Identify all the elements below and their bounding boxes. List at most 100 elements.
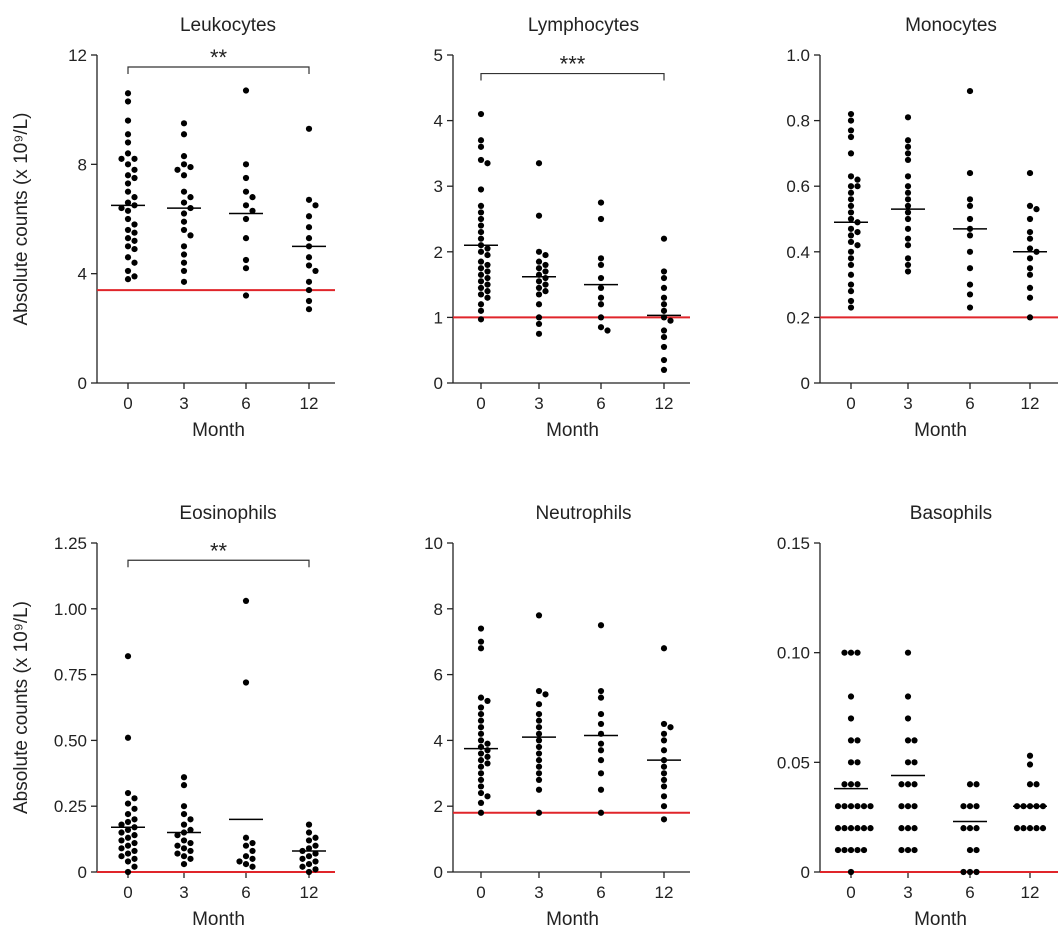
data-point: [841, 846, 848, 854]
data-point: [484, 288, 491, 295]
data-point: [597, 694, 605, 701]
data-point: [131, 229, 138, 236]
data-point: [312, 834, 319, 841]
data-point: [484, 251, 491, 259]
data-point: [854, 737, 861, 744]
data-point: [535, 291, 543, 298]
data-point: [180, 853, 188, 860]
data-point: [966, 248, 974, 255]
data-point: [535, 278, 543, 285]
data-point: [847, 737, 855, 744]
y-tick-label: 0.10: [777, 644, 810, 663]
data-point: [535, 763, 543, 770]
data-point: [904, 215, 912, 223]
data-point: [660, 770, 668, 777]
data-point: [966, 281, 974, 288]
data-point: [305, 868, 313, 876]
significance-bracket: [480, 72, 665, 81]
data-point: [847, 189, 855, 196]
data-point: [660, 274, 668, 282]
data-point: [305, 829, 313, 836]
data-point: [305, 235, 313, 242]
data-point: [118, 845, 125, 852]
data-point: [854, 846, 861, 854]
data-point: [477, 737, 485, 744]
x-axis-label: Month: [546, 909, 599, 930]
data-point: [966, 232, 974, 239]
data-point: [299, 863, 306, 870]
y-tick-label: 0: [801, 374, 810, 393]
x-tick-label: 12: [655, 883, 674, 902]
data-point: [904, 846, 912, 854]
data-point: [904, 137, 912, 144]
data-point: [904, 183, 912, 190]
data-point: [847, 110, 855, 118]
chart-title: Basophils: [910, 503, 992, 524]
significance-stars: **: [210, 45, 228, 70]
data-point: [535, 737, 543, 744]
data-point: [597, 710, 605, 718]
data-point: [904, 202, 912, 209]
data-point: [535, 320, 543, 328]
data-point: [660, 333, 668, 341]
data-point: [180, 774, 188, 781]
data-point: [535, 786, 543, 793]
y-axis-label: Absolute counts (x 10⁹/L): [11, 112, 32, 325]
data-point: [242, 861, 250, 868]
data-point: [305, 286, 313, 294]
data-point: [131, 832, 138, 839]
y-tick-label: 1.25: [54, 534, 87, 553]
data-point: [542, 251, 549, 259]
x-tick-label: 0: [846, 394, 855, 413]
data-point: [847, 196, 855, 203]
data-point: [477, 717, 485, 724]
data-point: [847, 183, 855, 190]
data-point: [299, 855, 306, 862]
data-point: [174, 166, 181, 173]
data-point: [477, 156, 485, 164]
x-tick-label: 3: [179, 394, 188, 413]
data-point: [477, 809, 485, 816]
data-point: [249, 207, 256, 214]
y-tick-label: 4: [78, 265, 87, 284]
data-point: [477, 265, 485, 272]
data-point: [477, 799, 485, 807]
x-axis-label: Month: [914, 420, 967, 441]
data-point: [242, 256, 250, 264]
data-point: [187, 816, 194, 823]
y-tick-label: 4: [434, 731, 443, 750]
data-point: [966, 803, 974, 810]
data-point: [597, 757, 605, 764]
data-point: [484, 697, 491, 705]
chart-panel-monocytes: Monocytes 0 0.2 0.4 0.6 0.8 1.0 0 3 6 12 Month: [786, 15, 1058, 441]
y-tick-label: 0: [434, 863, 443, 882]
data-point: [242, 161, 250, 168]
data-point: [847, 759, 855, 766]
data-point: [131, 221, 138, 228]
data-point: [966, 825, 974, 832]
data-point: [860, 803, 868, 810]
data-point: [966, 169, 974, 177]
data-point: [966, 868, 974, 876]
data-point: [597, 740, 605, 747]
data-point: [966, 304, 974, 311]
data-point: [477, 301, 485, 308]
data-point: [249, 847, 256, 855]
data-point: [660, 763, 668, 770]
chart-title: Neutrophils: [535, 503, 631, 524]
data-point: [187, 839, 194, 847]
data-point: [1039, 825, 1047, 832]
data-point: [847, 715, 855, 722]
data-point: [305, 254, 313, 261]
data-point: [854, 825, 861, 832]
data-point: [597, 199, 605, 206]
data-point: [124, 858, 132, 865]
data-point: [484, 281, 491, 288]
data-point: [847, 133, 855, 141]
data-point: [535, 770, 543, 777]
data-point: [124, 188, 132, 195]
data-point: [597, 255, 605, 262]
data-point: [124, 868, 132, 876]
y-tick-label: 6: [434, 666, 443, 685]
